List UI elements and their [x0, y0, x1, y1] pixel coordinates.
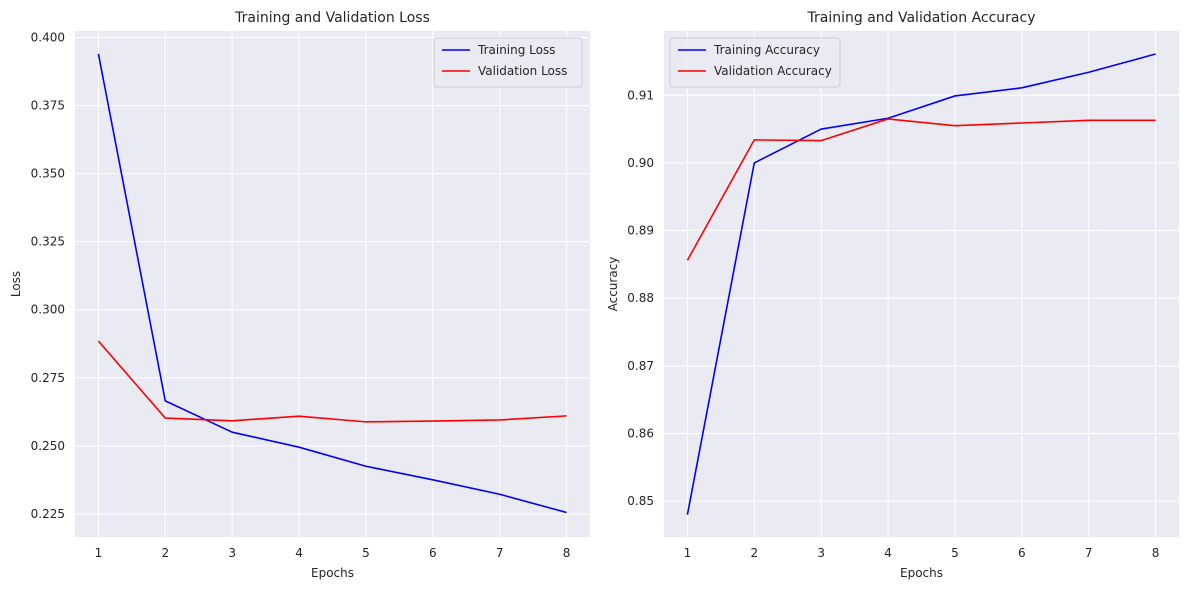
accuracy-series-line-training [686, 53, 1156, 515]
loss-legend: Training Loss Validation Loss [433, 37, 583, 88]
loss-legend-label: Validation Loss [478, 64, 567, 78]
accuracy-lines [686, 53, 1156, 515]
loss-legend-box [433, 37, 583, 88]
loss-x-tick-label: 7 [496, 546, 504, 560]
loss-y-tick-label: 0.275 [31, 371, 65, 385]
loss-x-tick-label: 4 [295, 546, 303, 560]
loss-y-tick-label: 0.325 [31, 235, 65, 249]
loss-y-axis-label: Loss [9, 271, 23, 297]
accuracy-x-tick-label: 7 [1085, 546, 1093, 560]
accuracy-legend-label: Training Accuracy [713, 43, 820, 57]
accuracy-x-tick-label: 3 [817, 546, 825, 560]
accuracy-x-tick-label: 1 [684, 546, 692, 560]
accuracy-ticks: 1 2 3 4 5 6 7 8 0.85 0.86 0.87 0.88 0.89 0.90 0.91 [627, 88, 1159, 560]
loss-y-tick-label: 0.400 [31, 31, 65, 45]
accuracy-plot-area [664, 31, 1179, 537]
accuracy-x-axis-label: Epochs [900, 566, 943, 580]
accuracy-y-tick-label: 0.85 [627, 494, 654, 508]
accuracy-y-tick-label: 0.87 [627, 359, 654, 373]
loss-y-tick-label: 0.300 [31, 303, 65, 317]
loss-x-tick-label: 8 [563, 546, 571, 560]
loss-series-line-training [97, 53, 567, 514]
loss-y-tick-label: 0.225 [31, 507, 65, 521]
accuracy-x-tick-label: 8 [1152, 546, 1160, 560]
loss-x-tick-label: 1 [95, 546, 103, 560]
accuracy-x-tick-label: 2 [750, 546, 758, 560]
accuracy-chart-title: Training and Validation Accuracy [807, 10, 1036, 26]
loss-x-tick-label: 5 [362, 546, 370, 560]
accuracy-y-tick-label: 0.90 [627, 156, 654, 170]
accuracy-legend: Training Accuracy Validation Accuracy [669, 37, 841, 88]
accuracy-x-tick-label: 6 [1018, 546, 1026, 560]
loss-x-tick-label: 3 [228, 546, 236, 560]
loss-x-tick-label: 6 [429, 546, 437, 560]
loss-chart-title: Training and Validation Loss [234, 10, 430, 26]
loss-y-tick-label: 0.250 [31, 439, 65, 453]
loss-y-tick-label: 0.350 [31, 167, 65, 181]
accuracy-y-tick-label: 0.86 [627, 427, 654, 441]
loss-y-tick-label: 0.375 [31, 99, 65, 113]
loss-x-axis-label: Epochs [311, 566, 354, 580]
loss-ticks: 1 2 3 4 5 6 7 8 0.225 0.250 0.275 0.300 0.325 0.350 0.… [31, 31, 571, 560]
accuracy-legend-label: Validation Accuracy [714, 64, 832, 78]
accuracy-x-tick-label: 5 [951, 546, 959, 560]
accuracy-y-tick-label: 0.88 [627, 291, 654, 305]
loss-legend-label: Training Loss [477, 43, 555, 57]
loss-lines [97, 53, 567, 514]
loss-plot-area [75, 31, 590, 537]
accuracy-grid [664, 31, 1179, 537]
loss-series-line-validation [97, 340, 567, 423]
accuracy-x-tick-label: 4 [884, 546, 892, 560]
accuracy-chart: 1 2 3 4 5 6 7 8 0.85 0.86 0.87 0.88 0.89 0.90 0.91 Tra… [606, 10, 1179, 580]
loss-chart: 1 2 3 4 5 6 7 8 0.225 0.250 0.275 0.300 0.325 0.350 0.… [9, 10, 590, 580]
accuracy-legend-box [669, 37, 841, 88]
accuracy-series-line-validation [686, 118, 1156, 261]
loss-x-tick-label: 2 [161, 546, 169, 560]
accuracy-y-tick-label: 0.89 [627, 224, 654, 238]
accuracy-y-axis-label: Accuracy [606, 257, 620, 312]
accuracy-y-tick-label: 0.91 [627, 88, 654, 102]
